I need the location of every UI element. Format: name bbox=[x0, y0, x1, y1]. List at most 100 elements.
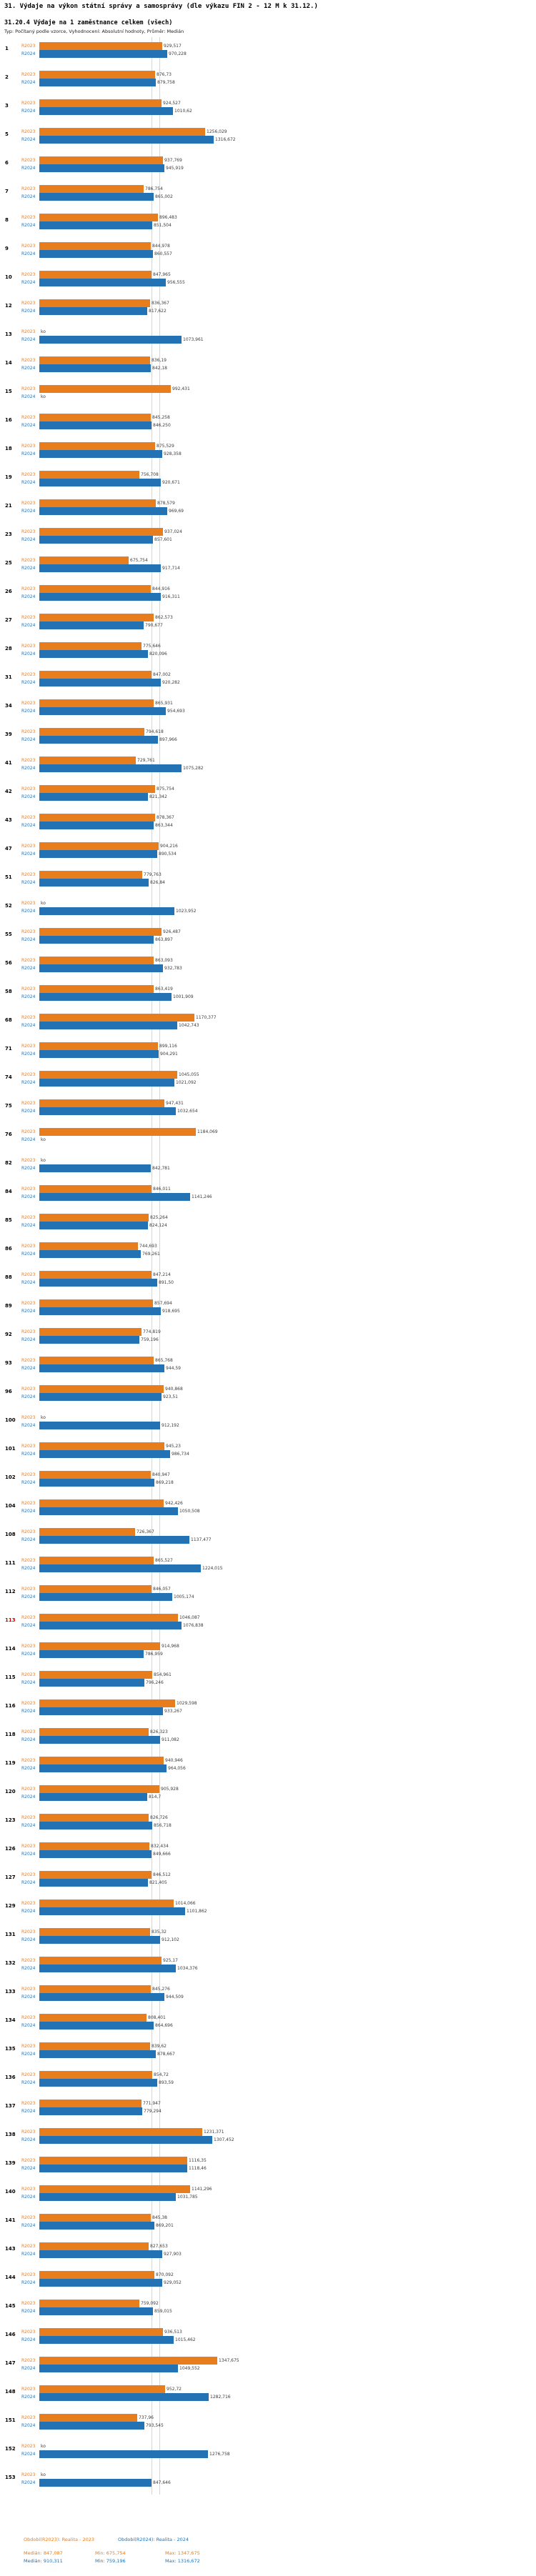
chart-row-group-118: R2023 826,323 R2024 911,082 118 bbox=[0, 1723, 536, 1752]
bar-r2023 bbox=[39, 614, 154, 621]
bar-value-r2024: 918,695 bbox=[162, 1308, 180, 1314]
chart-row-group-141: R2023 845,38 R2024 869,201 141 bbox=[0, 2209, 536, 2237]
bar-value-r2023: 878,579 bbox=[157, 500, 175, 506]
bar-row-r2024: R2024 891,50 bbox=[21, 1279, 533, 1287]
bar-r2024 bbox=[39, 2022, 154, 2030]
bar-r2023 bbox=[39, 185, 144, 193]
bar-r2023 bbox=[39, 356, 150, 364]
row-number: 7 bbox=[5, 189, 9, 194]
bar-value-r2023: 940,868 bbox=[165, 1386, 183, 1392]
bar-row-r2024: R2024 1141,246 bbox=[21, 1193, 533, 1201]
bar-row-r2024: R2024 865,002 bbox=[21, 193, 533, 201]
bar-row-r2024: R2024 869,201 bbox=[21, 2222, 533, 2230]
bar-row-r2024: R2024 970,228 bbox=[21, 50, 533, 58]
series-label-r2024: R2024 bbox=[21, 1137, 36, 1142]
bar-value-r2023: 840,947 bbox=[152, 1472, 170, 1477]
bar-value-r2024: 1050,508 bbox=[179, 1508, 200, 1514]
row-number: 71 bbox=[5, 1046, 12, 1052]
series-label-r2024: R2024 bbox=[21, 1508, 36, 1514]
chart-row-group-148: R2023 952,72 R2024 1282,716 148 bbox=[0, 2380, 536, 2409]
series-label-r2023: R2023 bbox=[21, 1043, 36, 1049]
chart-row-group-88: R2023 847,214 R2024 891,50 88 bbox=[0, 1266, 536, 1294]
median-gridline-r2024 bbox=[159, 37, 161, 2495]
chart-row-group-126: R2023 832,434 R2024 849,666 126 bbox=[0, 1837, 536, 1866]
series-label-r2024: R2024 bbox=[21, 1394, 36, 1399]
bar-r2024 bbox=[39, 421, 152, 429]
series-label-r2024: R2024 bbox=[21, 765, 36, 771]
chart-row-group-85: R2023 825,264 R2024 824,124 85 bbox=[0, 1209, 536, 1237]
bar-value-r2023: 937,769 bbox=[164, 157, 182, 163]
stats-row-r2023: Medián: 847,087 Min: 675,754 Max: 1347,675 bbox=[24, 2550, 200, 2556]
bar-r2024 bbox=[39, 879, 149, 887]
series-label-r2024: R2024 bbox=[21, 937, 36, 942]
series-label-r2023: R2023 bbox=[21, 1843, 36, 1849]
bar-r2023 bbox=[39, 871, 142, 879]
bar-row-r2023: R2023 1256,029 bbox=[21, 128, 533, 136]
bar-value-r2024: 956,555 bbox=[167, 279, 185, 285]
bar-value-r2024: 856,718 bbox=[154, 1822, 172, 1828]
row-number: 31 bbox=[5, 674, 12, 680]
chart-row-group-120: R2023 905,928 R2024 814,7 120 bbox=[0, 1780, 536, 1809]
chart-row-group-42: R2023 875,754 R2024 821,342 42 bbox=[0, 780, 536, 809]
chart-row-group-58: R2023 863,419 R2024 1001,909 58 bbox=[0, 980, 536, 1009]
bar-r2024 bbox=[39, 564, 161, 572]
bar-value-r2023: 846,011 bbox=[153, 1186, 171, 1192]
stat-median-r2024: Medián: 910,311 bbox=[24, 2558, 63, 2564]
row-number: 102 bbox=[5, 1474, 16, 1480]
series-label-r2023: R2023 bbox=[21, 529, 36, 534]
bar-value-r2024: 793,545 bbox=[146, 2422, 164, 2428]
horizontal-bar-chart: R2023 929,517 R2024 970,228 1 R2023 876,73 R202… bbox=[0, 37, 536, 2495]
bar-row-r2024: R2024 928,358 bbox=[21, 450, 533, 458]
row-number: 116 bbox=[5, 1703, 16, 1709]
row-number: 26 bbox=[5, 589, 12, 594]
row-number: 123 bbox=[5, 1817, 16, 1823]
bar-r2023 bbox=[39, 99, 162, 107]
bar-row-r2023: R2023 846,011 bbox=[21, 1185, 533, 1193]
bar-r2023 bbox=[39, 2328, 163, 2336]
chart-row-group-89: R2023 857,694 R2024 918,695 89 bbox=[0, 1294, 536, 1323]
bar-row-r2024: R2024 857,601 bbox=[21, 536, 533, 544]
bar-r2024 bbox=[39, 850, 157, 858]
bar-row-r2024: R2024 890,534 bbox=[21, 850, 533, 858]
series-label-r2024: R2024 bbox=[21, 508, 36, 514]
bar-r2023 bbox=[39, 2300, 139, 2307]
bar-row-r2023: R2023 896,483 bbox=[21, 214, 533, 221]
chart-row-group-3: R2023 924,527 R2024 1010,62 3 bbox=[0, 94, 536, 123]
series-label-r2023: R2023 bbox=[21, 1243, 36, 1249]
row-number: 55 bbox=[5, 932, 12, 937]
bar-row-r2023: R2023 945,23 bbox=[21, 1442, 533, 1450]
bar-row-r2024: R2024 1050,508 bbox=[21, 1507, 533, 1515]
bar-row-r2024: R2024 929,052 bbox=[21, 2279, 533, 2287]
row-number: 126 bbox=[5, 1846, 16, 1852]
bar-row-r2024: R2024 863,344 bbox=[21, 822, 533, 829]
bar-row-r2023: R2023 1045,055 bbox=[21, 1071, 533, 1079]
bar-row-r2024: R2024 1031,785 bbox=[21, 2193, 533, 2201]
bar-row-r2024: R2024 945,919 bbox=[21, 164, 533, 172]
bar-r2023 bbox=[39, 928, 162, 936]
bar-row-r2023: R2023 846,057 bbox=[21, 1585, 533, 1593]
bar-value-r2024: 859,015 bbox=[154, 2308, 172, 2314]
chart-row-group-74: R2023 1045,055 R2024 1021,092 74 bbox=[0, 1066, 536, 1094]
bar-value-r2023: 826,323 bbox=[150, 1729, 168, 1734]
bar-row-r2024: R2024 927,903 bbox=[21, 2250, 533, 2258]
bar-value-r2024: 842,18 bbox=[152, 365, 167, 371]
bar-value-r2024: 1023,952 bbox=[176, 908, 197, 914]
row-number: 52 bbox=[5, 903, 12, 909]
bar-r2023 bbox=[39, 957, 154, 964]
bar-r2024 bbox=[39, 1736, 160, 1744]
series-label-r2024: R2024 bbox=[21, 1679, 36, 1685]
bar-row-r2024: R2024 842,18 bbox=[21, 364, 533, 372]
bar-value-r2023: 786,754 bbox=[145, 186, 163, 191]
bar-value-r2024: 849,666 bbox=[153, 1851, 171, 1857]
stat-median-r2023: Medián: 847,087 bbox=[24, 2550, 63, 2556]
bar-value-r2024: 970,228 bbox=[169, 51, 187, 56]
chart-title: 31.20.4 Výdaje na 1 zaměstnance celkem (… bbox=[4, 19, 173, 26]
bar-r2023 bbox=[39, 242, 151, 250]
bar-value-r2023: 1141,296 bbox=[192, 2186, 212, 2192]
bar-row-r2023: R2023 744,693 bbox=[21, 1242, 533, 1250]
bar-row-r2024: R2024 1276,758 bbox=[21, 2450, 533, 2458]
chart-row-group-19: R2023 756,708 R2024 920,671 19 bbox=[0, 466, 536, 494]
row-number: 96 bbox=[5, 1389, 12, 1394]
bar-row-r2024: R2024 1282,716 bbox=[21, 2393, 533, 2401]
bar-value-r2023: 1046,087 bbox=[179, 1614, 200, 1620]
